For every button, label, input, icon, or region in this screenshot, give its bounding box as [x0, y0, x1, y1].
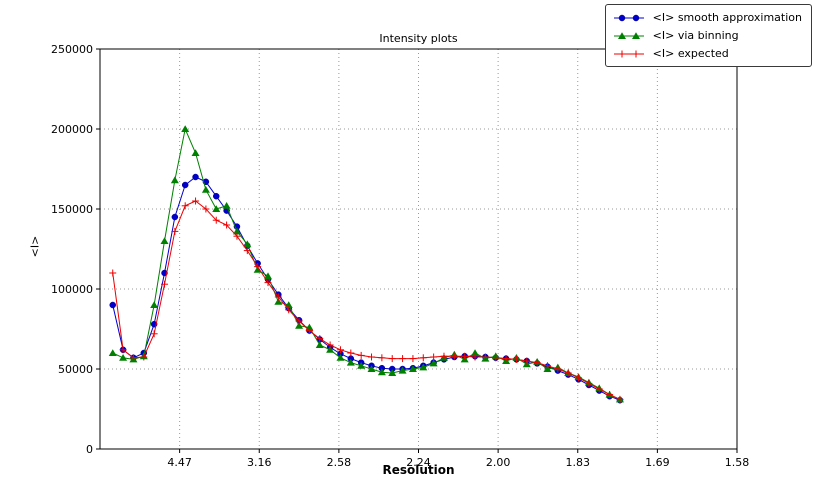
svg-text:4.47: 4.47 [167, 456, 192, 469]
legend-marker-smooth-approximation-icon [613, 14, 644, 21]
y-axis-label: <I> [28, 235, 42, 258]
svg-text:150000: 150000 [51, 203, 93, 216]
svg-text:1.69: 1.69 [645, 456, 670, 469]
svg-text:50000: 50000 [58, 363, 93, 376]
legend-item-smooth-approximation: <I> smooth approximation [612, 10, 802, 25]
x-axis-label: Resolution [382, 463, 455, 477]
svg-text:1.58: 1.58 [725, 456, 750, 469]
svg-text:250000: 250000 [51, 43, 93, 56]
legend-label-via-binning: <I> via binning [652, 29, 739, 42]
svg-text:2.58: 2.58 [327, 456, 352, 469]
legend-item-via-binning: <I> via binning [612, 28, 802, 43]
chart-title: Intensity plots [379, 32, 458, 45]
legend-marker-expected-icon [613, 50, 644, 57]
svg-text:3.16: 3.16 [247, 456, 272, 469]
svg-text:2.00: 2.00 [486, 456, 511, 469]
svg-text:2.24: 2.24 [406, 456, 431, 469]
legend-item-expected: <I> expected [612, 46, 802, 61]
legend: <I> smooth approximation <I> via binning… [604, 4, 812, 67]
svg-text:0: 0 [86, 443, 93, 456]
svg-text:200000: 200000 [51, 123, 93, 136]
svg-text:1.83: 1.83 [566, 456, 591, 469]
legend-label-expected: <I> expected [652, 47, 729, 60]
legend-marker-via-binning-icon [613, 31, 644, 39]
svg-text:100000: 100000 [51, 283, 93, 296]
legend-label-smooth-approximation: <I> smooth approximation [652, 11, 802, 24]
